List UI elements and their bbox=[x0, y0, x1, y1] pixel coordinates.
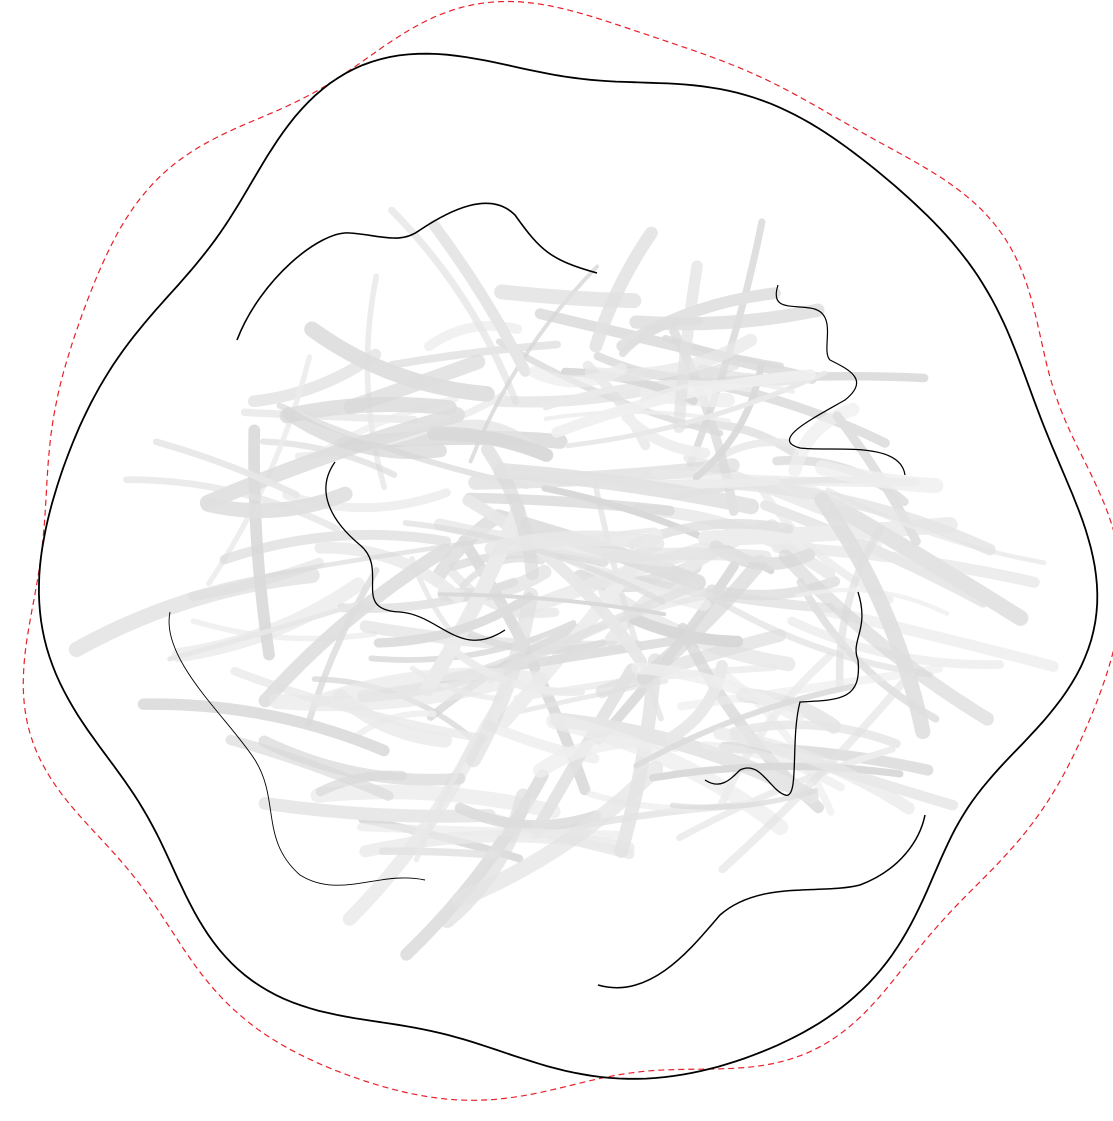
gray-stroke bbox=[368, 620, 577, 663]
gray-stroke bbox=[314, 541, 464, 604]
gray-stroke bbox=[528, 362, 628, 388]
gray-stroke bbox=[835, 525, 885, 692]
gray-stroke bbox=[700, 741, 846, 792]
gray-stroke bbox=[718, 741, 934, 776]
gray-stroke bbox=[167, 602, 359, 662]
gray-stroke bbox=[729, 720, 901, 749]
gray-stroke bbox=[619, 317, 704, 358]
gray-stroke bbox=[304, 321, 495, 402]
gray-stroke bbox=[419, 502, 526, 697]
gray-stroke bbox=[258, 796, 496, 823]
gray-stroke bbox=[673, 260, 703, 434]
gray-stroke bbox=[258, 543, 452, 708]
gray-stroke bbox=[589, 226, 658, 353]
gray-stroke bbox=[602, 547, 772, 564]
gray-stroke bbox=[424, 320, 523, 352]
gray-stroke bbox=[427, 426, 554, 462]
inner-curve bbox=[325, 461, 506, 641]
inner-curves bbox=[168, 202, 926, 989]
gray-stroke bbox=[464, 492, 675, 516]
gray-stroke bbox=[281, 407, 447, 459]
gray-stroke bbox=[640, 379, 795, 403]
inner-curve bbox=[775, 284, 906, 476]
gray-stroke bbox=[359, 830, 635, 858]
gray-stroke bbox=[364, 273, 387, 491]
gray-stroke bbox=[428, 219, 531, 377]
gray-stroke bbox=[760, 500, 989, 608]
gray-stroke bbox=[200, 486, 353, 519]
inner-curve bbox=[168, 611, 426, 886]
gray-stroke bbox=[484, 530, 665, 557]
gray-stroke bbox=[494, 284, 642, 309]
gray-stroke bbox=[788, 402, 860, 477]
gray-stroke bbox=[137, 698, 390, 757]
gray-stroke bbox=[225, 734, 394, 801]
gray-stroke bbox=[493, 358, 741, 408]
gray-stroke bbox=[190, 618, 378, 642]
gray-stroke bbox=[447, 567, 560, 618]
inner-curve bbox=[704, 591, 863, 796]
gray-stroke bbox=[814, 492, 931, 740]
gray-stroke bbox=[342, 732, 485, 926]
gray-stroke bbox=[493, 463, 760, 515]
gray-stroke bbox=[258, 735, 466, 786]
gray-stroke bbox=[123, 476, 341, 533]
gray-stroke bbox=[665, 659, 728, 744]
inner-curve bbox=[236, 202, 598, 341]
gray-stroke bbox=[621, 411, 711, 459]
gray-stroke bbox=[378, 847, 499, 859]
gray-stroke bbox=[315, 770, 407, 797]
gray-stroke bbox=[481, 443, 539, 581]
gray-stroke bbox=[413, 671, 518, 863]
gray-stroke bbox=[454, 802, 602, 831]
gray-strokes bbox=[68, 206, 1059, 961]
gray-stroke bbox=[402, 520, 666, 605]
gray-stroke bbox=[373, 592, 535, 648]
gray-stroke bbox=[649, 762, 904, 782]
outer-outline bbox=[37, 52, 1099, 1080]
gray-stroke bbox=[815, 460, 944, 494]
gray-stroke bbox=[546, 713, 789, 835]
gray-stroke bbox=[724, 477, 996, 556]
gray-stroke bbox=[248, 424, 275, 661]
gray-stroke bbox=[778, 549, 994, 726]
gray-stroke bbox=[388, 206, 520, 406]
gray-stroke bbox=[633, 683, 856, 769]
gray-stroke bbox=[437, 592, 667, 617]
gray-stroke bbox=[565, 370, 827, 449]
gray-stroke bbox=[152, 438, 300, 499]
gray-stroke bbox=[462, 494, 648, 668]
gray-stroke bbox=[451, 760, 664, 908]
inner-curve bbox=[597, 814, 926, 989]
gray-stroke bbox=[461, 628, 607, 655]
gray-stroke bbox=[713, 727, 915, 815]
gray-stroke bbox=[387, 340, 561, 369]
gray-stroke bbox=[68, 567, 320, 658]
gray-stroke bbox=[268, 674, 510, 712]
gray-stroke bbox=[629, 303, 825, 331]
gray-stroke bbox=[718, 670, 914, 874]
gray-stroke bbox=[439, 788, 532, 928]
gray-stroke bbox=[829, 499, 1029, 626]
